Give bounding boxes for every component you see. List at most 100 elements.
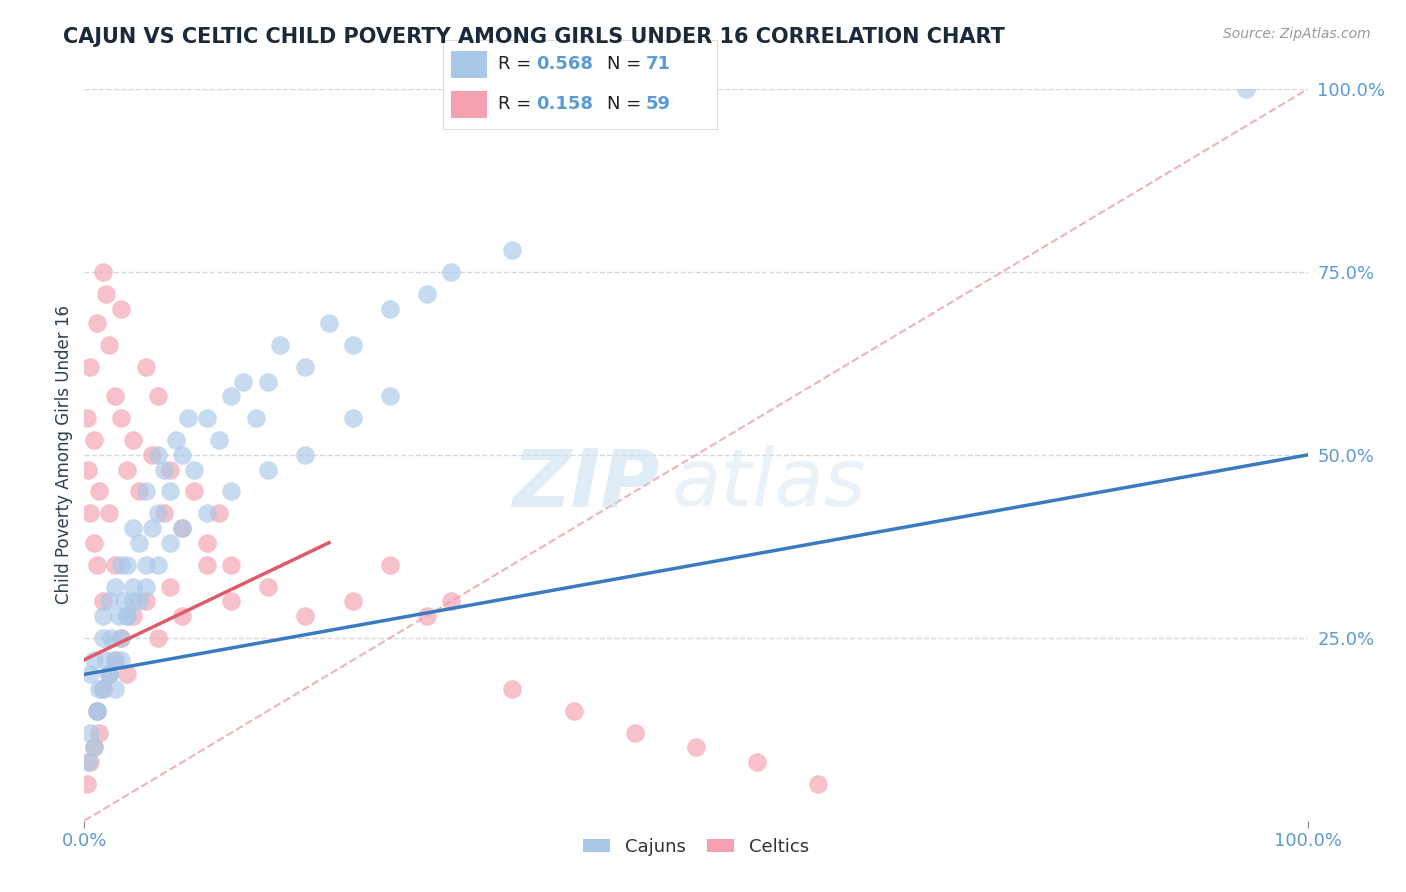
Point	[96, 287, 118, 301]
Point	[502, 243, 524, 257]
Point	[83, 434, 105, 448]
Point	[146, 631, 169, 645]
Point	[172, 521, 194, 535]
Point	[110, 558, 132, 572]
Point	[83, 740, 105, 755]
Point	[128, 535, 150, 549]
Point	[208, 434, 231, 448]
Point	[219, 594, 242, 608]
Point	[115, 462, 138, 476]
Point	[77, 755, 100, 769]
Point	[208, 507, 231, 521]
Point	[86, 704, 108, 718]
Point	[624, 726, 647, 740]
Legend: Cajuns, Celtics: Cajuns, Celtics	[576, 830, 815, 863]
Point	[502, 681, 524, 696]
Point	[159, 535, 181, 549]
Point	[195, 558, 218, 572]
Text: 71: 71	[645, 55, 671, 73]
Point	[219, 484, 242, 499]
Point	[195, 507, 218, 521]
Point	[153, 507, 176, 521]
Y-axis label: Child Poverty Among Girls Under 16: Child Poverty Among Girls Under 16	[55, 305, 73, 605]
Point	[100, 631, 122, 645]
Point	[135, 594, 157, 608]
Point	[172, 521, 194, 535]
Point	[159, 462, 181, 476]
Point	[97, 507, 120, 521]
Point	[141, 448, 163, 462]
Point	[104, 653, 127, 667]
Point	[79, 360, 101, 375]
Point	[115, 608, 138, 623]
Point	[76, 777, 98, 791]
Point	[440, 594, 463, 608]
Point	[562, 704, 585, 718]
Text: N =: N =	[607, 55, 647, 73]
Point	[245, 411, 267, 425]
Point	[294, 608, 316, 623]
Point	[91, 608, 114, 623]
Point	[97, 667, 120, 681]
Point	[96, 653, 118, 667]
Point	[177, 411, 200, 425]
Point	[342, 411, 364, 425]
Point	[685, 740, 707, 755]
Point	[83, 653, 105, 667]
Point	[219, 389, 242, 403]
Point	[146, 507, 169, 521]
Point	[1236, 82, 1258, 96]
Point	[87, 726, 110, 740]
Point	[380, 389, 402, 403]
Point	[79, 667, 101, 681]
Point	[110, 411, 132, 425]
Point	[141, 521, 163, 535]
Point	[86, 558, 108, 572]
Point	[440, 265, 463, 279]
Point	[807, 777, 830, 791]
Point	[232, 375, 254, 389]
Point	[79, 726, 101, 740]
Point	[294, 360, 316, 375]
Point	[107, 608, 129, 623]
Point	[91, 594, 114, 608]
Point	[104, 558, 127, 572]
Text: 0.568: 0.568	[536, 55, 593, 73]
Point	[122, 580, 145, 594]
Text: 59: 59	[645, 95, 671, 113]
Text: 0.158: 0.158	[536, 95, 593, 113]
Text: N =: N =	[607, 95, 647, 113]
Point	[183, 484, 205, 499]
Point	[219, 558, 242, 572]
Point	[257, 580, 280, 594]
Point	[416, 608, 439, 623]
Point	[257, 375, 280, 389]
Point	[146, 389, 169, 403]
Text: atlas: atlas	[672, 445, 866, 524]
Point	[380, 558, 402, 572]
Point	[146, 448, 169, 462]
Point	[183, 462, 205, 476]
Point	[79, 755, 101, 769]
Point	[159, 484, 181, 499]
Point	[91, 681, 114, 696]
Point	[165, 434, 187, 448]
Point	[380, 301, 402, 316]
Point	[104, 580, 127, 594]
Point	[135, 360, 157, 375]
Point	[269, 338, 291, 352]
Point	[342, 338, 364, 352]
Point	[128, 594, 150, 608]
Point	[195, 411, 218, 425]
Point	[416, 287, 439, 301]
Point	[110, 653, 132, 667]
Point	[122, 521, 145, 535]
Point	[122, 608, 145, 623]
Point	[112, 594, 135, 608]
Point	[97, 594, 120, 608]
Point	[115, 667, 138, 681]
Point	[86, 704, 108, 718]
Bar	[451, 91, 486, 118]
Point	[159, 580, 181, 594]
Text: Source: ZipAtlas.com: Source: ZipAtlas.com	[1223, 27, 1371, 41]
